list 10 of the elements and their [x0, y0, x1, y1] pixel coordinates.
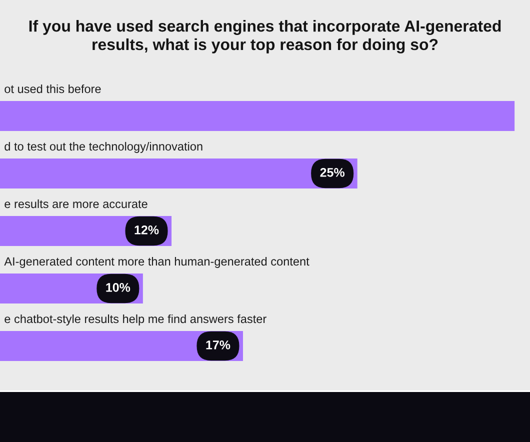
- y-tick-label: d to test out the technology/innovation: [4, 142, 202, 153]
- y-tick-label: e results are more accurate: [4, 199, 148, 208]
- data-label: 17%: [206, 340, 230, 350]
- y-tick-label: e chatbot-style results help me find answers faster: [4, 314, 266, 326]
- chart-title: If you have used search engines that incorporate AI-generated results, what is your top reason for doing so?: [29, 20, 501, 54]
- data-label: 12%: [134, 226, 159, 234]
- data-label: 25%: [320, 168, 345, 177]
- y-tick-label: AI-generated content more than human-generated content: [4, 256, 310, 268]
- data-label: 10%: [106, 283, 130, 292]
- y-tick-label: ot used this before: [4, 84, 101, 94]
